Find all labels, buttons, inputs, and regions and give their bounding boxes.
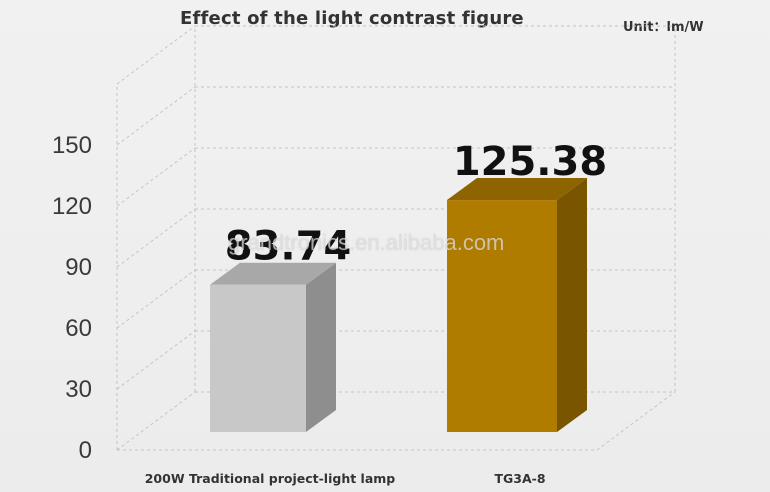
floor-right — [596, 391, 676, 451]
chart-title: Effect of the light contrast figure — [180, 8, 524, 29]
watermark-text: grandtronics.en.alibaba.com — [228, 230, 505, 255]
data-labels: 83.74 125.38 — [225, 139, 607, 270]
y-tick-label: 30 — [65, 376, 92, 403]
bar-top — [210, 262, 336, 285]
bar-side — [557, 178, 587, 432]
grid-diagonal — [116, 208, 196, 268]
grid-diagonal — [116, 391, 196, 451]
y-tick-label: 120 — [52, 193, 92, 220]
y-axis-ticks: 0 30 60 90 120 150 — [52, 132, 92, 464]
unit-label: Unit：lm/W — [623, 20, 704, 35]
bar-front — [210, 284, 306, 432]
x-tick-label: TG3A-8 — [494, 471, 545, 486]
y-tick-label: 150 — [52, 132, 92, 159]
bar — [447, 178, 587, 432]
x-tick-label: 200W Traditional project-light lamp — [145, 471, 396, 486]
grid-diagonal — [116, 86, 196, 146]
y-tick-label: 0 — [79, 437, 92, 464]
data-label: 83.74 — [225, 224, 352, 270]
bar-side — [306, 262, 336, 432]
grid-diagonal — [116, 330, 196, 390]
y-tick-label: 60 — [65, 315, 92, 342]
bar-front — [447, 200, 557, 432]
y-tick-label: 90 — [65, 254, 92, 281]
bars — [210, 178, 587, 432]
grid-diagonal — [116, 269, 196, 329]
grid-diagonal — [116, 25, 196, 85]
grid-lines — [116, 25, 676, 451]
x-axis-labels: 200W Traditional project-light lamp TG3A-… — [145, 471, 546, 486]
grid-diagonal — [116, 147, 196, 207]
bar — [210, 262, 336, 432]
data-label: 125.38 — [453, 139, 607, 185]
bar-top — [447, 178, 587, 201]
